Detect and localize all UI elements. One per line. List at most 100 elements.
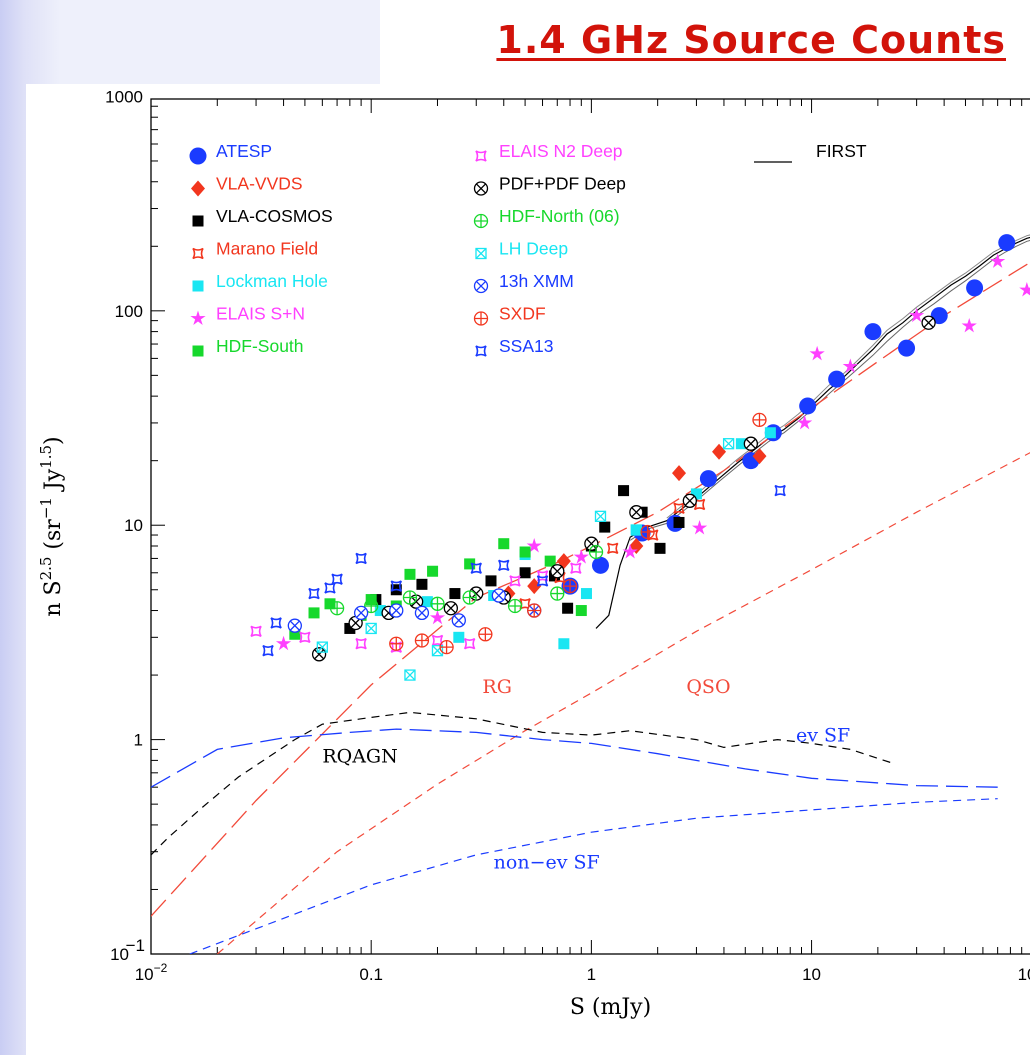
- x-tick-label: 100: [1018, 965, 1030, 984]
- point-elais-s-n: [526, 537, 542, 553]
- point-hdf-north-06: [402, 590, 418, 605]
- point-vla-vvds: [672, 465, 687, 482]
- point-vla-cosmos: [562, 602, 574, 614]
- point-elais-s-n: [990, 253, 1006, 268]
- point-elais-n2-deep: [355, 638, 367, 650]
- point-lh-deep: [365, 622, 377, 635]
- y-tick-label: 10: [110, 945, 129, 964]
- point-pdf-pdf-deep: [629, 505, 644, 520]
- point-hdf-south: [324, 598, 336, 610]
- point-elais-s-n: [275, 635, 292, 651]
- point-hdf-south: [427, 565, 439, 577]
- point-pdf-pdf-deep: [408, 594, 424, 609]
- point-vla-cosmos: [485, 575, 497, 587]
- point-elais-s-n: [691, 520, 708, 535]
- plot-frame: [150, 98, 1030, 955]
- curve-label-rg: RG: [482, 676, 511, 698]
- point-elais-n2-deep: [570, 562, 582, 574]
- legend-marker-lh-deep: [475, 247, 487, 260]
- y-tick-label: 1000: [105, 87, 143, 106]
- legend-entry-vla-cosmos: VLA-COSMOS: [216, 206, 333, 226]
- point-pdf-pdf-deep: [682, 493, 697, 508]
- x-tick-label: 10: [802, 965, 821, 984]
- point-atesp: [998, 234, 1016, 252]
- y-axis-title-part: n S: [41, 580, 66, 616]
- legend-entry-lh-deep: LH Deep: [499, 239, 568, 259]
- line-ev-sf: [151, 728, 998, 788]
- point-hdf-south: [289, 628, 301, 640]
- point-marano-field: [693, 498, 706, 511]
- curve-label-non-ev-sf: non−ev SF: [494, 852, 600, 874]
- point-elais-n2-deep: [250, 625, 262, 638]
- line-rg: [151, 261, 1030, 917]
- point-ssa13: [324, 582, 336, 594]
- line-rqagn: [151, 711, 892, 856]
- point-vla-cosmos: [449, 588, 461, 600]
- x-tick-label: 1: [587, 965, 596, 984]
- legend-entry-pdf-pdf-deep: PDF+PDF Deep: [499, 174, 626, 194]
- point-ssa13: [470, 562, 482, 574]
- point-hdf-south: [498, 538, 510, 550]
- point-lockman-hole: [374, 605, 386, 617]
- point-elais-s-n: [809, 345, 825, 361]
- y-tick-label: 100: [115, 302, 143, 321]
- point-ssa13: [270, 617, 282, 629]
- point-13h-xmm: [491, 588, 507, 603]
- point-hdf-north-06: [588, 544, 604, 560]
- point-lockman-hole: [735, 438, 747, 450]
- point-hdf-north-06: [507, 598, 523, 614]
- point-pdf-pdf-deep: [348, 615, 363, 631]
- point-pdf-pdf-deep: [311, 647, 327, 662]
- legend-entry-atesp: ATESP: [216, 141, 272, 161]
- point-elais-s-n: [622, 544, 638, 559]
- point-hdf-south: [404, 568, 416, 580]
- point-atesp: [898, 339, 916, 357]
- point-vla-cosmos: [519, 567, 531, 579]
- line-first: [595, 236, 1030, 629]
- point-sxdf: [752, 412, 767, 428]
- point-sxdf: [414, 633, 430, 648]
- point-atesp: [828, 370, 846, 388]
- point-marano-field: [673, 502, 685, 514]
- legend-entry-hdf-south: HDF-South: [216, 336, 304, 356]
- legend-marker-vla-vvds: [191, 180, 205, 197]
- point-13h-xmm: [414, 605, 430, 621]
- point-ssa13: [390, 580, 402, 592]
- curve-label-rqagn: RQAGN: [322, 746, 397, 768]
- point-atesp: [799, 397, 817, 415]
- legend-marker-elais-s-n: [190, 310, 206, 325]
- point-elais-s-n: [429, 609, 446, 625]
- point-lockman-hole: [690, 488, 702, 500]
- point-ssa13: [331, 573, 343, 585]
- point-vla-cosmos: [416, 578, 428, 590]
- y-tick-label: 10: [124, 516, 143, 535]
- y-axis-title-part: ): [41, 436, 66, 445]
- legend-marker-pdf-pdf-deep: [473, 181, 489, 196]
- legend-marker-sxdf: [473, 311, 489, 326]
- legend-marker-13h-xmm: [473, 278, 489, 294]
- point-elais-n2-deep: [463, 638, 476, 650]
- point-vla-vvds: [752, 448, 767, 465]
- legend-entry-13h-xmm: 13h XMM: [499, 271, 574, 291]
- legend-marker-marano-field: [192, 247, 204, 260]
- point-lockman-hole: [421, 596, 433, 608]
- point-hdf-north-06: [550, 586, 565, 601]
- point-elais-s-n: [797, 414, 813, 430]
- point-marano-field: [607, 542, 619, 555]
- point-hdf-north-06: [364, 598, 379, 614]
- point-ssa13: [536, 575, 549, 587]
- point-atesp: [864, 323, 882, 341]
- slide-title-bar: 1.4 GHz Source Counts: [380, 0, 1030, 84]
- legend-marker-hdf-south: [192, 345, 204, 357]
- point-13h-xmm: [353, 605, 369, 621]
- legend-marker-ssa13: [475, 345, 487, 357]
- line-non-ev-sf: [189, 798, 998, 954]
- y-tick-exponent: −1: [126, 936, 145, 955]
- point-vla-cosmos: [654, 542, 666, 554]
- point-sxdf: [389, 636, 404, 651]
- legend-marker-lockman-hole: [192, 280, 204, 292]
- legend-entry-lockman-hole: Lockman Hole: [216, 271, 328, 291]
- point-marano-field: [647, 529, 659, 541]
